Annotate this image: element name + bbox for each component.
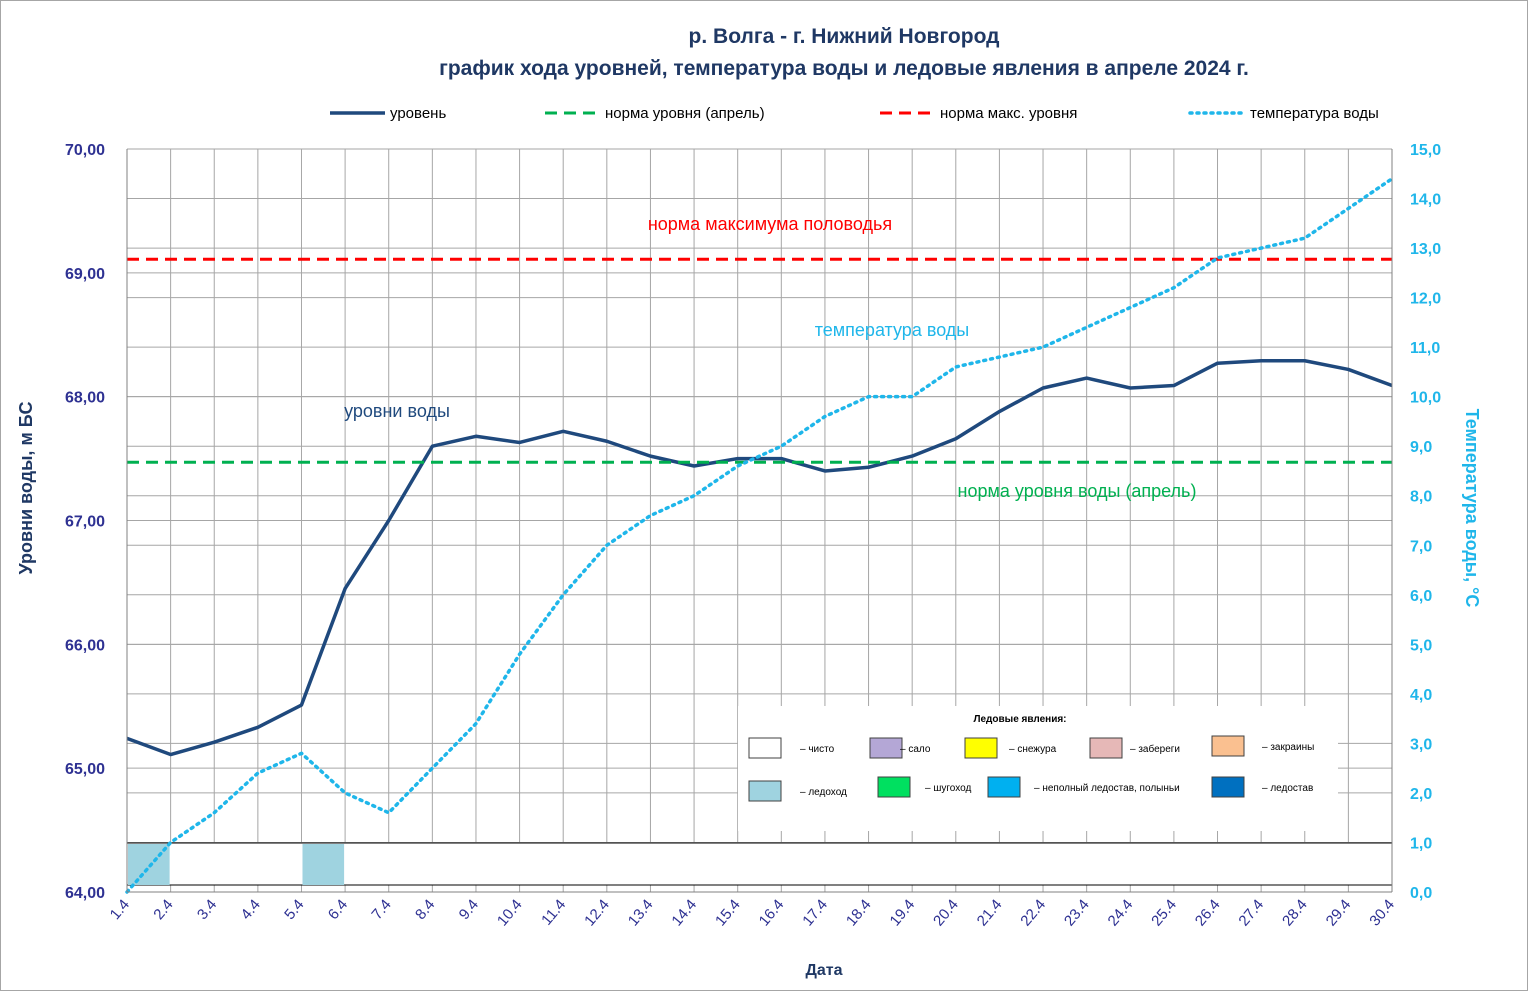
ice-legend-swatch <box>1090 738 1122 758</box>
y-tick-right: 15,0 <box>1410 142 1441 159</box>
annotation-levels: уровни воды <box>344 401 450 421</box>
y-tick-right: 11,0 <box>1410 340 1440 357</box>
y-tick-right: 7,0 <box>1410 538 1432 555</box>
y-tick-left: 67,00 <box>65 514 105 531</box>
y-tick-left: 69,00 <box>65 266 105 283</box>
ice-legend-label: – ледоход <box>800 787 847 798</box>
y-axis-left-title: Уровни воды, м БС <box>16 402 36 575</box>
ice-legend-label: – снежура <box>1009 744 1057 755</box>
ice-legend-swatch <box>749 738 781 758</box>
ice-legend-swatch <box>1212 777 1244 797</box>
chart-subtitle: график хода уровней, температура воды и … <box>439 57 1249 80</box>
ice-legend-swatch <box>1212 736 1244 756</box>
legend-label: норма макс. уровня <box>940 105 1077 122</box>
legend-label: температура воды <box>1250 105 1379 122</box>
chart-title: р. Волга - г. Нижний Новгород <box>689 25 1000 48</box>
ice-legend-label: – забереги <box>1130 743 1180 755</box>
ice-legend-swatch <box>965 738 997 758</box>
y-tick-right: 9,0 <box>1410 439 1432 456</box>
y-tick-right: 5,0 <box>1410 637 1432 654</box>
y-tick-right: 2,0 <box>1410 786 1432 803</box>
legend-label: уровень <box>390 105 446 122</box>
ice-legend-label: – чисто <box>800 744 835 755</box>
ice-legend-label: – закраины <box>1262 742 1314 753</box>
x-axis-title: Дата <box>805 962 842 979</box>
ice-cell-ледоход <box>302 844 344 885</box>
ice-legend-swatch <box>988 777 1020 797</box>
ice-legend-label: – неполный ледостав, полыньи <box>1034 783 1180 794</box>
annotation-level-norm: норма уровня воды (апрель) <box>958 481 1197 501</box>
y-tick-right: 6,0 <box>1410 588 1432 605</box>
y-tick-right: 8,0 <box>1410 489 1432 506</box>
y-tick-right: 14,0 <box>1410 192 1441 209</box>
y-tick-left: 64,00 <box>65 885 105 902</box>
ice-strip <box>127 843 1392 885</box>
y-tick-right: 1,0 <box>1410 835 1432 852</box>
ice-legend: Ледовые явления: – чисто – сало – снежура – … <box>738 706 1338 831</box>
y-tick-left: 66,00 <box>65 637 105 654</box>
ice-legend-label: – шугоход <box>925 783 971 794</box>
annotation-max-norm: норма максимума половодья <box>648 214 892 234</box>
ice-legend-swatch <box>870 738 902 758</box>
y-tick-right: 10,0 <box>1410 390 1441 407</box>
y-tick-right: 12,0 <box>1410 291 1441 308</box>
y-axis-right-title: Температура воды, °С <box>1462 409 1482 608</box>
ice-legend-label: – ледостав <box>1262 783 1313 794</box>
y-tick-left: 68,00 <box>65 390 105 407</box>
y-tick-right: 0,0 <box>1410 885 1432 902</box>
ice-legend-swatch <box>749 781 781 801</box>
legend-label: норма уровня (апрель) <box>605 105 765 122</box>
ice-legend-swatch <box>878 777 910 797</box>
y-tick-left: 70,00 <box>65 142 105 159</box>
y-tick-right: 4,0 <box>1410 687 1432 704</box>
y-tick-left: 65,00 <box>65 761 105 778</box>
y-tick-right: 13,0 <box>1410 241 1441 258</box>
annotation-temperature: температура воды <box>815 320 970 340</box>
ice-legend-label: – сало <box>900 744 931 755</box>
y-tick-right: 3,0 <box>1410 736 1432 753</box>
ice-legend-title: Ледовые явления: <box>973 714 1066 725</box>
